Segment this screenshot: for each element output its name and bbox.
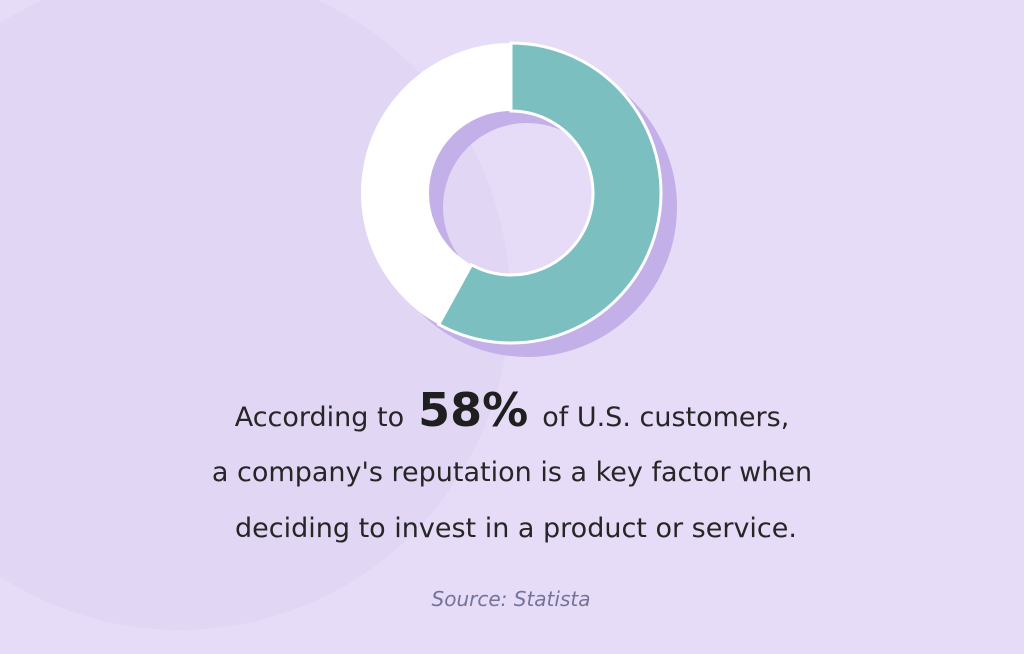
source: Source: Statista (432, 587, 591, 611)
donut-segment (436, 41, 663, 345)
value-label: 58% (418, 383, 528, 437)
statement-line-1: According to 58% of U.S. customers, (235, 383, 790, 437)
donut (436, 41, 663, 345)
text: of U.S. customers, (542, 402, 789, 433)
statement-line-2: a company's reputation is a key factor w… (212, 457, 812, 488)
statement-line-3: deciding to invest in a product or servi… (235, 513, 797, 544)
text: According to (235, 402, 404, 433)
